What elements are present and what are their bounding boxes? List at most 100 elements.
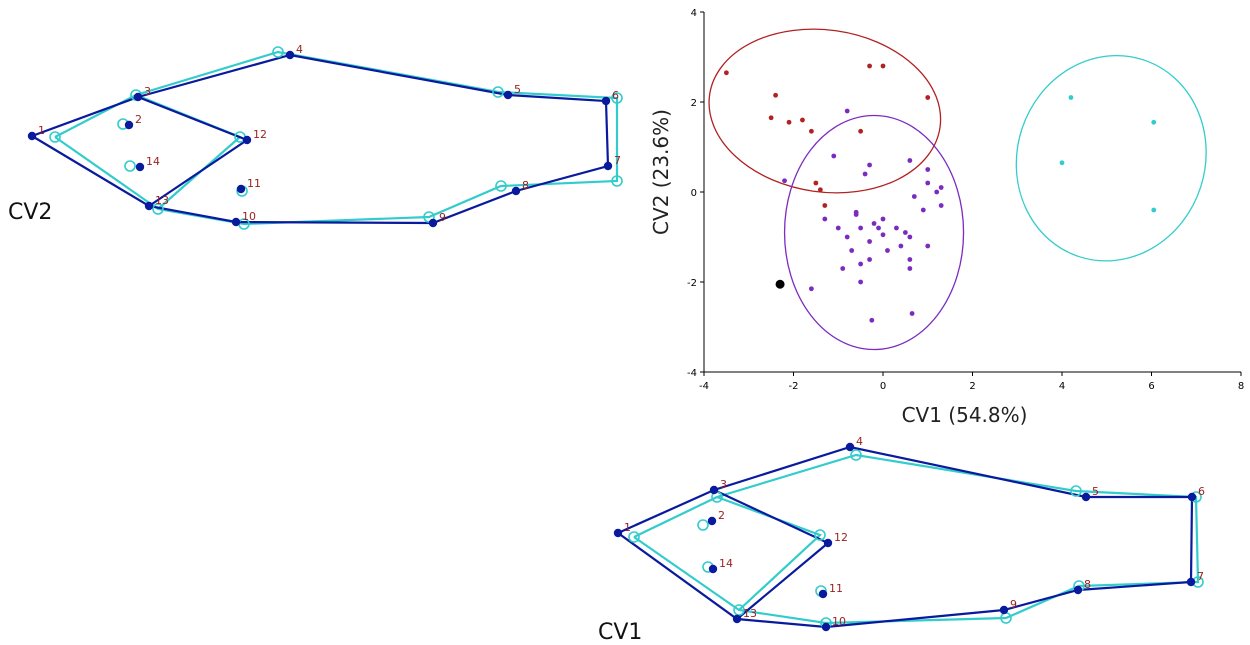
data-point-series-2 — [844, 234, 850, 240]
data-point-series-3 — [1068, 95, 1074, 100]
landmark-label-12: 12 — [253, 128, 267, 141]
data-point-series-2 — [858, 279, 864, 285]
dark-landmark-13 — [144, 201, 154, 211]
data-point-series-1 — [880, 63, 886, 69]
light-landmark-1 — [49, 131, 61, 143]
landmark-label-8: 8 — [522, 179, 529, 192]
dark-landmark-10 — [821, 622, 831, 632]
data-point-series-2 — [862, 171, 868, 177]
y-axis-label: CV2 (23.6%) — [649, 109, 673, 235]
data-point-series-2 — [907, 234, 913, 240]
data-point-series-2 — [925, 167, 931, 172]
landmark-label-13: 13 — [743, 607, 757, 620]
data-point-series-1 — [817, 187, 823, 193]
data-point-series-2 — [867, 239, 872, 244]
dark-landmark-13 — [732, 614, 742, 624]
dark-landmark-11 — [236, 184, 246, 194]
landmark-label-14: 14 — [719, 557, 733, 570]
dark-inner-outline — [713, 489, 831, 620]
light-landmark-13 — [733, 604, 745, 616]
data-point-series-2 — [853, 209, 859, 215]
data-point-series-2 — [782, 178, 787, 184]
landmark-label-4: 4 — [296, 43, 303, 56]
dark-landmark-6 — [1187, 492, 1197, 502]
light-landmark-12 — [814, 529, 826, 541]
data-point-series-1 — [800, 117, 805, 123]
data-point-series-2 — [911, 194, 917, 199]
dark-outline — [617, 445, 1194, 629]
dark-landmark-8 — [1073, 585, 1083, 595]
data-point-series-3 — [1151, 207, 1157, 213]
landmark-label-6: 6 — [612, 89, 619, 102]
dark-landmark-7 — [1186, 577, 1196, 587]
dark-inner-outline — [137, 95, 250, 207]
data-point-series-1 — [809, 128, 814, 134]
landmark-label-5: 5 — [514, 83, 521, 96]
x-tick-label: 0 — [880, 381, 886, 392]
dark-landmark-7 — [603, 161, 613, 171]
data-point-series-1 — [786, 119, 792, 125]
data-point-series-2 — [885, 248, 890, 253]
dark-landmark-1 — [27, 131, 37, 141]
light-inner-outline — [135, 93, 243, 210]
landmark-label-5: 5 — [1092, 485, 1099, 498]
dark-landmark-12 — [242, 135, 252, 145]
light-landmark-6 — [611, 92, 623, 104]
light-landmark-8 — [495, 180, 507, 192]
dark-outline — [31, 53, 610, 225]
light-landmark-7 — [611, 175, 623, 187]
dark-landmark-4 — [845, 442, 855, 452]
x-tick-label: 8 — [1238, 381, 1244, 392]
landmark-label-7: 7 — [614, 154, 621, 167]
landmark-label-10: 10 — [832, 615, 846, 628]
light-landmark-14 — [124, 160, 136, 172]
landmark-label-4: 4 — [856, 435, 863, 448]
x-tick-label: 6 — [1148, 381, 1154, 392]
light-landmark-5 — [492, 86, 504, 98]
dark-landmark-14 — [708, 564, 718, 574]
x-tick-label: -4 — [699, 381, 709, 392]
landmark-label-13: 13 — [155, 194, 169, 207]
confidence-ellipse-3 — [1015, 54, 1207, 262]
dark-landmark-9 — [999, 605, 1009, 615]
data-point-series-3 — [1151, 119, 1157, 125]
light-landmark-4 — [850, 449, 862, 461]
data-point-series-2 — [809, 286, 814, 292]
x-tick-label: 2 — [969, 381, 975, 392]
landmark-label-14: 14 — [146, 155, 160, 168]
landmark-label-11: 11 — [829, 582, 843, 595]
landmark-label-10: 10 — [242, 210, 256, 223]
data-point-series-2 — [907, 266, 913, 271]
dark-landmark-14 — [135, 162, 145, 172]
data-point-series-2 — [938, 185, 944, 190]
confidence-ellipse-2 — [783, 114, 965, 351]
data-point-series-2 — [909, 311, 915, 316]
landmark-label-2: 2 — [718, 509, 725, 522]
data-point-series-2 — [867, 162, 872, 168]
data-point-series-1 — [925, 95, 931, 100]
landmark-label-1: 1 — [624, 521, 631, 534]
data-point-series-2 — [869, 317, 875, 323]
data-point-series-2 — [898, 243, 904, 249]
data-point-series-2 — [902, 230, 908, 235]
landmark-label-1: 1 — [38, 124, 45, 137]
dark-landmark-1 — [613, 528, 623, 538]
data-point-series-2 — [844, 108, 850, 114]
y-tick-label: -4 — [687, 368, 697, 379]
landmark-label-2: 2 — [135, 113, 142, 126]
dark-landmark-12 — [823, 538, 833, 548]
y-tick-label: 4 — [691, 8, 697, 19]
data-point-series-4 — [775, 279, 785, 289]
data-point-series-1 — [723, 70, 729, 76]
dark-landmark-9 — [428, 218, 438, 228]
dark-landmark-4 — [285, 50, 295, 60]
landmark-label-9: 9 — [439, 211, 446, 224]
dark-landmark-8 — [511, 186, 521, 196]
data-point-series-1 — [773, 92, 778, 98]
cv2-shape-label: CV2 — [8, 200, 53, 225]
data-point-series-1 — [813, 180, 819, 186]
data-point-series-2 — [925, 243, 931, 249]
dark-landmark-11 — [818, 589, 828, 599]
data-point-series-1 — [822, 203, 828, 208]
